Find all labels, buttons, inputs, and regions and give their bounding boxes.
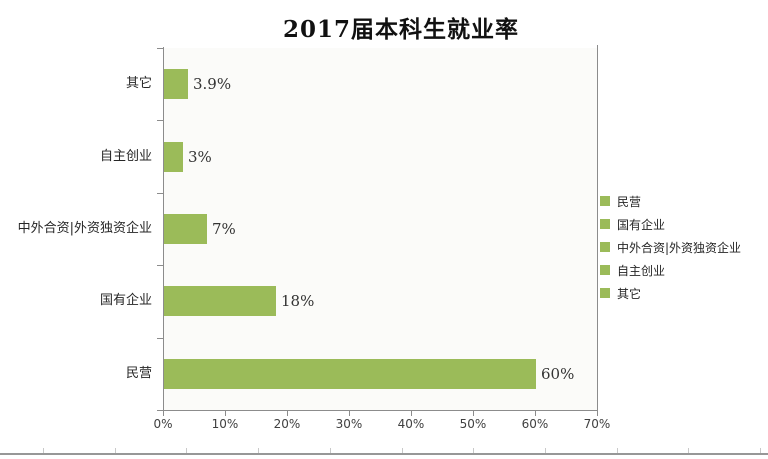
spreadsheet-cell-tick: [402, 448, 403, 453]
x-axis-tick: [411, 411, 412, 416]
spreadsheet-cell-tick: [115, 448, 116, 453]
y-axis-line: [163, 47, 164, 411]
x-axis-tick-label: 50%: [459, 417, 487, 431]
chart-bar: [164, 214, 207, 244]
legend-color-swatch: [600, 219, 610, 229]
legend: 民营国有企业中外合资|外资独资企业 自主创业其它: [600, 194, 742, 301]
category-label: 国有企业: [99, 293, 152, 308]
spreadsheet-cell-tick: [617, 448, 618, 453]
x-axis-tick-label: 30%: [335, 417, 363, 431]
spreadsheet-cell-tick: [186, 448, 187, 453]
category-label: 其它: [125, 76, 152, 91]
x-axis-tick-label: 10%: [211, 417, 239, 431]
legend-item-label: 民营: [617, 194, 642, 209]
x-axis-tick-label: 40%: [397, 417, 425, 431]
chart-bar: [164, 142, 183, 172]
spreadsheet-cell-tick: [258, 448, 259, 453]
spreadsheet-cell-tick: [330, 448, 331, 453]
category-label: 自主创业: [99, 149, 152, 164]
spreadsheet-cell-tick: [545, 448, 546, 453]
y-axis-tick: [157, 193, 163, 194]
legend-item-label: 其它: [617, 286, 642, 301]
y-axis-tick: [157, 338, 163, 339]
x-axis-tick: [535, 411, 536, 416]
x-axis-tick: [225, 411, 226, 416]
x-axis-line: [163, 410, 598, 411]
legend-item-label: 中外合资|外资独资企业: [617, 240, 742, 255]
x-axis-tick: [287, 411, 288, 416]
x-axis-tick-label: 20%: [273, 417, 301, 431]
legend-color-swatch: [600, 196, 610, 206]
chart-bar: [164, 69, 188, 99]
legend-item-label: 自主创业: [617, 263, 666, 278]
spreadsheet-cell-tick: [473, 448, 474, 453]
y-axis-tick: [157, 48, 163, 49]
y-axis-tick: [157, 120, 163, 121]
legend-item: 民营: [600, 194, 741, 209]
y-axis-tick: [157, 410, 163, 411]
x-axis-tick: [349, 411, 350, 416]
legend-item: 自主创业: [600, 263, 741, 278]
chart-title: 2017届本科生就业率: [282, 16, 519, 43]
spreadsheet-cell-tick: [688, 448, 689, 453]
x-axis-tick-label: 70%: [583, 417, 611, 431]
legend-item: 中外合资|外资独资企业: [600, 240, 742, 255]
y-axis-tick: [157, 265, 163, 266]
x-axis-tick: [473, 411, 474, 416]
plot-area: [163, 48, 597, 410]
bar-value-label: 3.9%: [193, 75, 232, 93]
legend-item-label: 国有企业: [617, 217, 666, 232]
legend-item: 国有企业: [600, 217, 741, 232]
plot-right-border: [597, 45, 598, 411]
bar-value-label: 7%: [212, 220, 236, 238]
bar-value-label: 18%: [281, 292, 315, 310]
legend-color-swatch: [600, 242, 610, 252]
spreadsheet-cell-tick: [760, 448, 761, 453]
x-axis-tick-label: 0%: [153, 417, 173, 431]
spreadsheet-cell-tick: [43, 448, 44, 453]
x-axis-tick: [163, 411, 164, 416]
chart-bar: [164, 286, 276, 316]
spreadsheet-gridline: [0, 453, 768, 455]
bar-value-label: 60%: [541, 365, 575, 383]
legend-item: 其它: [600, 286, 741, 301]
category-label: 民营: [125, 366, 152, 381]
legend-color-swatch: [600, 288, 610, 298]
chart-bar: [164, 359, 536, 389]
legend-color-swatch: [600, 265, 610, 275]
x-axis-tick: [597, 411, 598, 416]
category-label: 中外合资|外资独资企业: [17, 221, 152, 236]
x-axis-tick-label: 60%: [521, 417, 549, 431]
bar-value-label: 3%: [188, 148, 212, 166]
